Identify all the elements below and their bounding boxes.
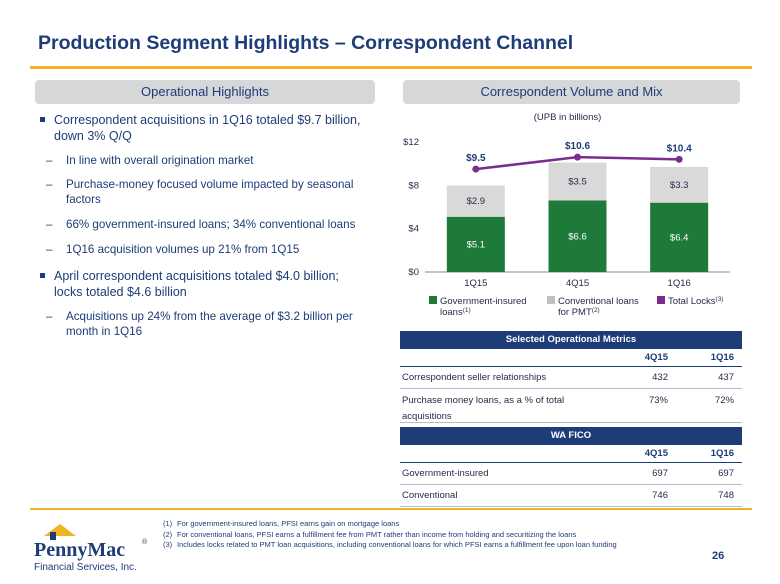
data-label-government: $5.1 [467, 239, 486, 250]
table-row: Conventional 746 748 [400, 485, 742, 507]
fico-col-4q15: 4Q15 [644, 448, 668, 459]
legend-label-conventional: for PMT(2) [558, 307, 600, 318]
point-total-locks [675, 155, 683, 163]
bullet-acquisitions: Correspondent acquisitions in 1Q16 total… [40, 112, 370, 144]
bar-government-insured [446, 216, 505, 272]
y-tick-label: $0 [408, 267, 419, 278]
chart-subtitle: (UPB in billions) [533, 112, 602, 123]
footnote-3: (3) Includes locks related to PMT loan ac… [163, 540, 617, 549]
y-tick-label: $8 [408, 180, 419, 191]
ops-col-4q15: 4Q15 [644, 352, 668, 363]
data-label-conventional: $2.9 [467, 196, 486, 207]
logo-tagline: Financial Services, Inc. [34, 562, 137, 573]
sub-bullet-market: In line with overall origination market [42, 153, 370, 168]
data-label-locks: $9.5 [466, 153, 486, 164]
data-label-conventional: $3.3 [670, 180, 689, 191]
footnote-1: (1) For government-insured loans, PFSI ea… [163, 519, 400, 528]
operational-highlights-header: Operational Highlights [35, 80, 375, 104]
legend-swatch-conventional [547, 296, 555, 304]
data-label-conventional: $3.5 [568, 177, 587, 188]
ops-table-title: Selected Operational Metrics [400, 331, 742, 349]
wa-fico-table: WA FICO 4Q15 1Q16 Government-insured 697… [400, 427, 742, 507]
bar-conventional [650, 166, 709, 203]
pennymac-logo: PennyMac ® Financial Services, Inc. [30, 520, 156, 576]
footnotes: (1) For government-insured loans, PFSI ea… [163, 519, 617, 551]
x-tick-label: 4Q15 [566, 278, 589, 289]
legend-swatch-government [429, 296, 437, 304]
fico-table-title: WA FICO [400, 427, 742, 445]
fico-table-header: 4Q15 1Q16 [400, 445, 742, 463]
sub-bullet-growth: 1Q16 acquisition volumes up 21% from 1Q1… [42, 242, 370, 257]
data-label-locks: $10.6 [565, 141, 590, 152]
bar-conventional [548, 162, 607, 201]
legend-label-government: Government-insured [440, 296, 527, 307]
bullet-april: April correspondent acquisitions totaled… [40, 268, 370, 300]
table-row: Correspondent seller relationships 432 4… [400, 367, 742, 389]
fico-col-1q16: 1Q16 [710, 448, 734, 459]
page-title: Production Segment Highlights – Correspo… [38, 32, 574, 54]
logo-registered: ® [142, 538, 148, 546]
data-label-locks: $10.4 [667, 143, 692, 154]
ops-col-1q16: 1Q16 [710, 352, 734, 363]
x-tick-label: 1Q15 [464, 278, 487, 289]
footnote-2: (2) For conventional loans, PFSI earns a … [163, 529, 577, 539]
bar-government-insured [650, 202, 709, 272]
volume-mix-header: Correspondent Volume and Mix [403, 80, 740, 104]
volume-chart: (UPB in billions) $0 $4 $8 $12 $5.1 $2.9 1Q15 $… [385, 106, 750, 336]
sub-bullet-purchase-money: Purchase-money focused volume impacted b… [42, 177, 370, 207]
legend-swatch-locks [657, 296, 665, 304]
highlights-list: Correspondent acquisitions in 1Q16 total… [40, 110, 370, 339]
data-label-government: $6.4 [670, 232, 689, 243]
x-tick-label: 1Q16 [668, 278, 691, 289]
data-label-government: $6.6 [568, 231, 587, 242]
legend-label-conventional: Conventional loans [558, 296, 639, 307]
point-total-locks [472, 165, 480, 173]
footer-divider [30, 508, 752, 510]
ops-table-header: 4Q15 1Q16 [400, 349, 742, 367]
point-total-locks [574, 153, 581, 161]
logo-brand: PennyMac [34, 539, 125, 561]
legend-label-locks: Total Locks(3) [668, 296, 723, 307]
bar-conventional [446, 185, 505, 217]
legend-label-government: loans(1) [440, 307, 471, 318]
chart-canvas: $0 $4 $8 $12 $5.1 $2.9 1Q15 $6.6 $3.5 4Q15 $6.4 $3.… [403, 137, 730, 318]
table-row: Government-insured 697 697 [400, 463, 742, 485]
sub-bullet-april-growth: Acquisitions up 24% from the average of … [42, 309, 370, 339]
operational-metrics-table: Selected Operational Metrics 4Q15 1Q16 C… [400, 331, 742, 423]
y-tick-label: $4 [408, 224, 419, 235]
table-row: Purchase money loans, as a % of total ac… [400, 389, 742, 423]
y-tick-label: $12 [403, 137, 419, 148]
page-number: 26 [712, 550, 725, 562]
sub-bullet-mix: 66% government-insured loans; 34% conven… [42, 217, 370, 232]
title-divider [30, 66, 752, 69]
bar-government-insured [548, 200, 607, 272]
